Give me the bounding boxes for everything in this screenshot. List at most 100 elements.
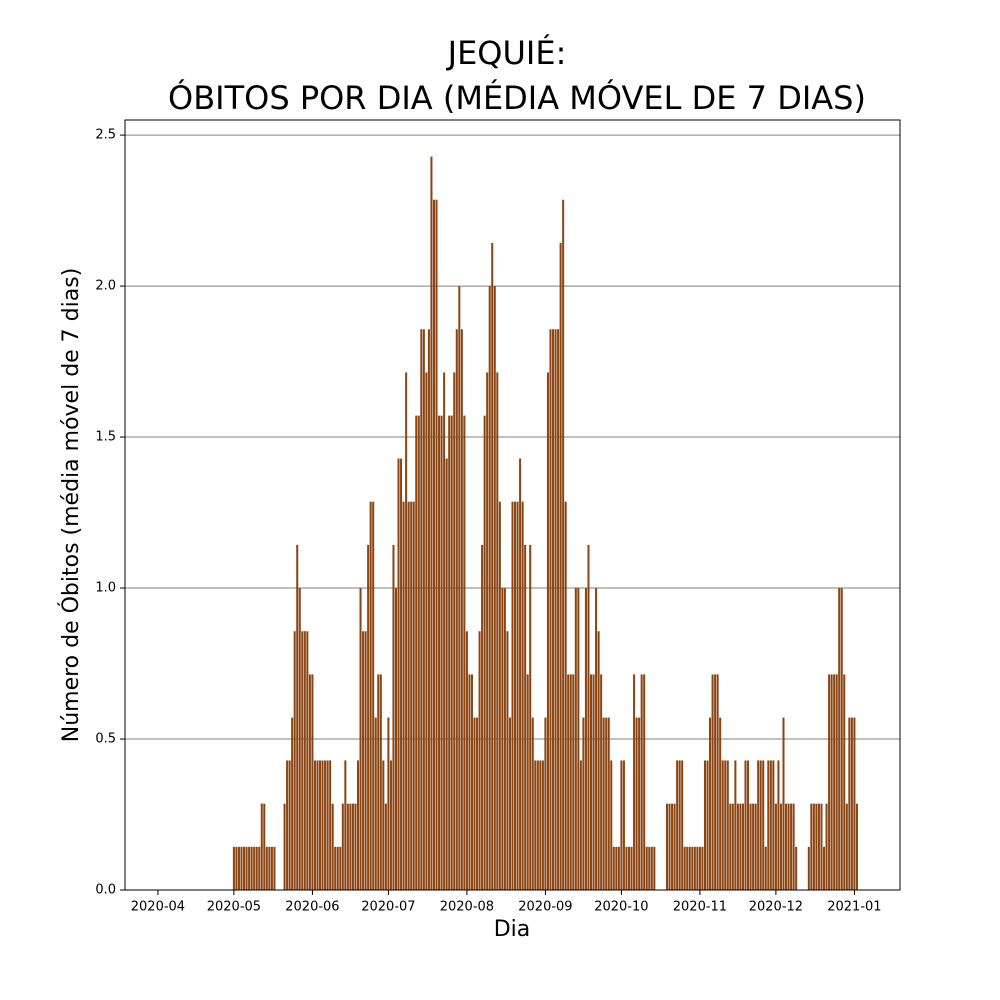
bar [425,372,428,890]
bar [258,846,261,890]
bar [501,588,504,890]
y-tick-label: 0.0 [95,883,116,898]
bar [379,674,382,890]
bar [496,372,499,890]
bar [696,846,699,890]
bar [440,415,443,890]
bar [840,588,843,890]
bar [812,803,815,890]
bar [572,674,575,890]
bar [698,846,701,890]
bar [369,501,372,890]
bar [554,329,557,891]
bar [668,803,671,890]
bar [303,631,306,890]
bar [331,803,334,890]
bar [615,846,618,890]
bar [785,803,788,890]
bar [377,674,380,890]
bar [245,846,248,890]
bar [514,501,517,890]
bar [726,760,729,890]
bar [592,674,595,890]
bar [574,588,577,890]
bar [567,674,570,890]
bar [807,846,810,890]
bar [301,631,304,890]
bar [792,803,795,890]
x-tick-label: 2020-04 [131,900,185,915]
bar [564,501,567,890]
bar [539,760,542,890]
bar [344,760,347,890]
bar [736,803,739,890]
y-tick-label: 0.5 [95,732,116,747]
bar [445,458,448,890]
bar [392,544,395,890]
bar [263,803,266,890]
bar [422,329,425,891]
bar [552,329,555,891]
bar [627,846,631,890]
bar [541,760,544,890]
bar [493,286,496,890]
chart-title: ÓBITOS POR DIA (MÉDIA MÓVEL DE 7 DIAS) [168,78,866,117]
bar [671,803,674,890]
bar [744,760,747,890]
bar [529,544,532,890]
bar [630,846,633,890]
bar [374,717,377,890]
bar [240,846,243,890]
bar [838,588,841,890]
bar [777,760,780,890]
bar [450,415,453,890]
bar [427,329,430,891]
bar [384,803,387,890]
bar [633,674,636,890]
bar [579,760,582,890]
bar [764,846,767,890]
bar [739,803,742,890]
bar [273,846,276,890]
bar [372,501,375,890]
bar [435,199,438,890]
bar [645,846,648,890]
bar [253,846,256,890]
y-tick-label: 2.0 [95,279,116,294]
bar [319,760,322,890]
bar [534,760,537,890]
bar [291,717,294,890]
bar [643,674,646,890]
bar [387,717,390,890]
bar [686,846,689,890]
bar [351,803,354,890]
bar [420,329,423,891]
bar [625,846,628,890]
bar [830,674,833,890]
bar [354,803,357,890]
bar [536,760,539,890]
bar [508,717,511,890]
bar [367,544,370,890]
bar [815,803,818,890]
bar [443,372,446,890]
bar [607,717,610,890]
bar [448,415,451,890]
bar [486,372,489,890]
bar [283,803,286,890]
bar [313,760,316,890]
bar [524,544,527,890]
bar [709,717,712,890]
bar [308,674,311,890]
x-tick-label: 2020-06 [285,900,339,915]
bar [286,760,289,890]
bar [503,588,506,890]
bar [843,674,846,890]
bar [265,846,268,890]
x-tick-label: 2021-01 [827,900,881,915]
bar [683,846,686,890]
bar [250,846,253,890]
bar [405,372,408,890]
bar [389,760,392,890]
bar [526,674,529,890]
